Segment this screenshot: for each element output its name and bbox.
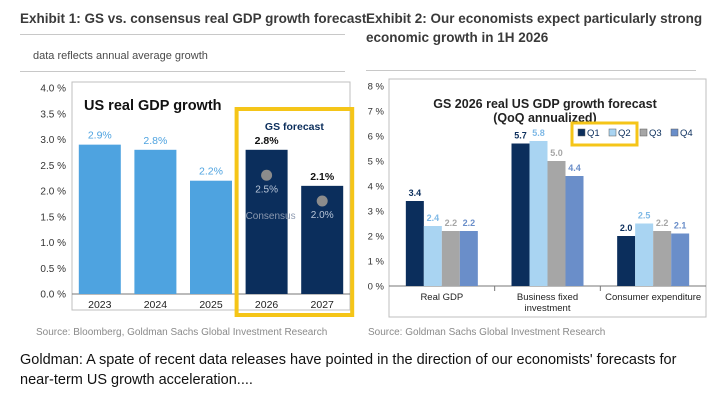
chart2-bar [635, 223, 654, 286]
chart1-bar-label: 2.8% [255, 135, 280, 147]
chart1-consensus-name: Consensus [246, 211, 296, 222]
chart2-bar [405, 201, 424, 286]
chart2-bar [617, 236, 636, 286]
chart1-y-tick: 0.0 % [40, 290, 66, 301]
chart2-bar-label: 2.4 [427, 213, 440, 223]
chart1-y-tick: 3.0 % [40, 135, 66, 146]
chart2-bar [547, 161, 566, 286]
exhibit1-source: Source: Bloomberg, Goldman Sachs Global … [36, 327, 328, 338]
exhibit2-title-line2: economic growth in 1H 2026 [366, 30, 549, 45]
chart1-y-tick: 3.5 % [40, 109, 66, 120]
chart2-bar-label: 5.7 [514, 131, 527, 141]
chart2-bar [653, 231, 672, 286]
chart2-bar-label: 5.8 [532, 128, 545, 138]
chart2-bar [529, 141, 548, 286]
exhibit2-title-rule [366, 70, 696, 71]
chart2-bar-label: 5.0 [550, 148, 563, 158]
chart1-y-tick: 2.5 % [40, 161, 66, 172]
chart2-bar-label: 2.0 [620, 223, 633, 233]
chart2-bar [441, 231, 460, 286]
chart2-bar [671, 233, 690, 286]
chart1-consensus-marker [261, 169, 273, 181]
chart2-y-tick: 8 % [368, 82, 385, 93]
chart2-legend-swatch [670, 128, 679, 137]
chart2-bar-label: 4.4 [568, 163, 581, 173]
chart2-x-tick: Consumer expenditure [605, 292, 701, 303]
chart2-x-tick: Real GDP [420, 292, 463, 303]
chart2-bar-label: 3.4 [409, 188, 422, 198]
caption-text: Goldman: A spate of recent data releases… [20, 352, 677, 388]
chart2-bar-label: 2.1 [674, 221, 687, 231]
exhibit1-subtitle: data reflects annual average growth [33, 50, 208, 62]
chart1-y-tick: 0.5 % [40, 264, 66, 275]
chart2-y-tick: 6 % [368, 132, 385, 143]
chart2-y-tick: 7 % [368, 107, 385, 118]
exhibit2-source: Source: Goldman Sachs Global Investment … [368, 327, 606, 338]
chart2-legend-swatch [577, 128, 586, 137]
chart2-title-line1: GS 2026 real US GDP growth forecast [433, 97, 657, 111]
chart1-bar-label: 2.9% [88, 130, 112, 142]
chart2-y-tick: 5 % [368, 157, 385, 168]
chart1-consensus-marker [316, 195, 328, 207]
chart2-bar-label: 2.5 [638, 211, 651, 221]
chart1-y-tick: 1.5 % [40, 212, 66, 223]
chart2-bar [459, 231, 478, 286]
chart1-x-tick: 2027 [311, 299, 335, 311]
chart2-legend-label: Q4 [680, 128, 693, 139]
chart1-bar [190, 180, 232, 294]
chart2-legend-label: Q3 [649, 128, 662, 139]
chart1-x-tick: 2024 [144, 299, 168, 311]
chart2-bar-label: 2.2 [445, 218, 458, 228]
chart1-y-tick: 2.0 % [40, 187, 66, 198]
chart2-y-tick: 3 % [368, 207, 385, 218]
chart1-bar [78, 144, 121, 294]
chart1-x-tick: 2025 [199, 299, 223, 311]
chart2-bar [423, 226, 442, 286]
chart2-y-tick: 4 % [368, 182, 385, 193]
chart1-forecast-label: GS forecast [265, 121, 324, 133]
chart2-x-tick: investment [525, 303, 571, 314]
chart1-bar-label: 2.8% [143, 135, 167, 147]
exhibit2-title-line1: Exhibit 2: Our economists expect particu… [366, 11, 703, 26]
chart2-legend-swatch [608, 128, 617, 137]
chart1-consensus-label: 2.0% [311, 210, 334, 221]
exhibit1-subtitle-rule [20, 71, 345, 72]
chart2-y-tick: 1 % [368, 257, 385, 268]
chart2-bar [565, 176, 584, 286]
exhibit1-title: Exhibit 1: GS vs. consensus real GDP gro… [20, 11, 367, 26]
chart2-legend-swatch [639, 128, 648, 137]
chart2-bar [511, 143, 530, 286]
chart2-legend-highlight-box [570, 121, 639, 147]
chart2-bar-label: 2.2 [463, 218, 476, 228]
chart1-y-tick: 4.0 % [40, 84, 66, 95]
chart1-frame [71, 81, 351, 311]
chart1-title: US real GDP growth [84, 98, 222, 114]
chart2-legend-label: Q2 [618, 128, 631, 139]
chart1-bar [134, 149, 177, 294]
chart2-y-tick: 0 % [368, 282, 385, 293]
exhibit2-title: Exhibit 2: Our economists expect particu… [366, 9, 702, 47]
chart1-x-tick: 2023 [88, 299, 112, 311]
exhibit1-title-rule [20, 34, 345, 35]
chart2-bar-label: 2.2 [656, 218, 669, 228]
chart1-bar-label: 2.1% [310, 171, 335, 183]
chart2-legend-label: Q1 [587, 128, 600, 139]
chart2-x-tick: Business fixed [517, 292, 578, 303]
chart1-consensus-label: 2.5% [255, 184, 278, 195]
chart1-x-tick: 2026 [255, 299, 279, 311]
chart1-forecast-highlight-box [234, 107, 355, 317]
chart2-frame [388, 78, 707, 318]
chart1-y-tick: 1.0 % [40, 238, 66, 249]
chart2-y-tick: 2 % [368, 232, 385, 243]
chart1-bar-label: 2.2% [199, 166, 223, 178]
